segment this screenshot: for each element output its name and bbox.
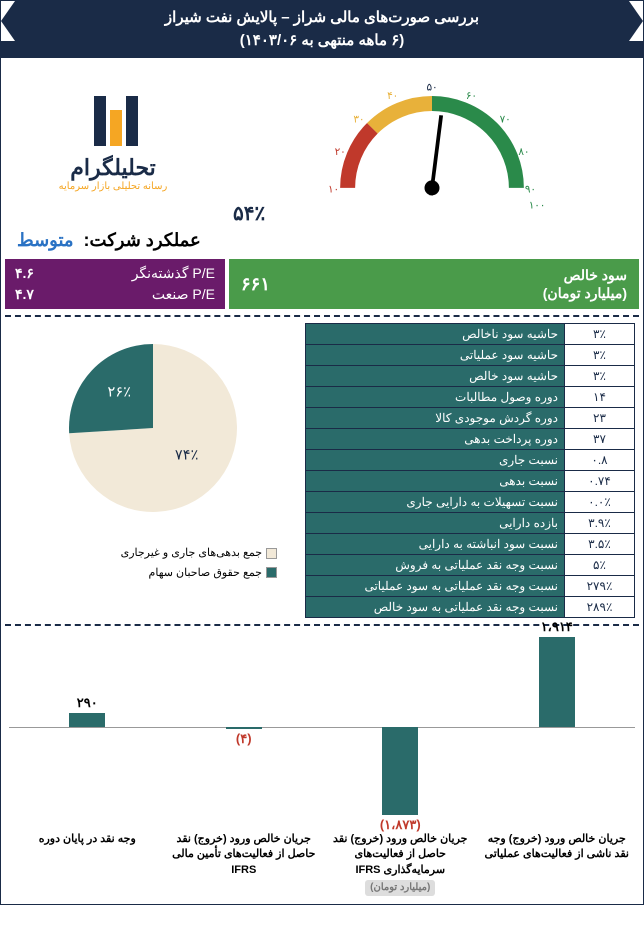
ratio-value: ۵٪ <box>565 555 635 576</box>
ratio-name: حاشیه سود خالص <box>306 366 565 387</box>
kpi-row: سود خالص (میلیارد تومان) ۶۶۱ P/E گذشته‌ن… <box>1 259 643 309</box>
svg-text:۹۰: ۹۰ <box>525 185 536 196</box>
kpi-np-label-1: سود خالص <box>543 266 627 284</box>
cashflow-labels: جریان خالص ورود (خروج) وجه نقد ناشی از ف… <box>9 832 635 896</box>
ratio-name: نسبت وجه نقد عملیاتی به سود خالص <box>306 597 565 618</box>
ratio-name: دوره گردش موجودی کالا <box>306 408 565 429</box>
ratio-value: ۲۸۹٪ <box>565 597 635 618</box>
cashflow-label: جریان خالص ورود (خروج) وجه نقد ناشی از ف… <box>479 832 636 896</box>
svg-text:۴۰: ۴۰ <box>387 91 398 102</box>
cashflow-value: ۲۹۰ <box>42 695 132 711</box>
cashflow-label: وجه نقد در پایان دوره <box>9 832 166 896</box>
ratio-name: نسبت وجه نقد عملیاتی به فروش <box>306 555 565 576</box>
logo-name: تحلیلگرام <box>13 155 213 181</box>
separator <box>5 315 639 317</box>
pe-ind-value: ۴.۷ <box>15 284 34 305</box>
svg-text:۲۶٪: ۲۶٪ <box>107 384 131 400</box>
ratio-value: ۲۷۹٪ <box>565 576 635 597</box>
cashflow-bar <box>226 727 262 729</box>
svg-text:۱۰: ۱۰ <box>328 185 339 196</box>
cashflow-value: (۱،۸۷۳) <box>355 817 445 833</box>
ratio-value: ۰.۷۴ <box>565 471 635 492</box>
kpi-net-profit: سود خالص (میلیارد تومان) ۶۶۱ <box>229 259 639 309</box>
ratio-value: ۳٪ <box>565 366 635 387</box>
legend-item: جمع حقوق صاحبان سهام <box>29 564 277 584</box>
ratio-value: ۲۳ <box>565 408 635 429</box>
ratio-name: حاشیه سود عملیاتی <box>306 345 565 366</box>
pie-panel: ۷۴٪ ۲۶٪ جمع بدهی‌های جاری و غیرجاریجمع حق… <box>9 323 297 618</box>
cashflow-bar <box>539 637 575 727</box>
ratio-name: نسبت جاری <box>306 450 565 471</box>
logo-subtitle: رسانه تحلیلی بازار سرمایه <box>13 181 213 192</box>
report-page: بررسی صورت‌های مالی شراز – پالایش نفت شی… <box>0 0 644 905</box>
gauge-chart: ۱۰ ۲۰ ۳۰ ۴۰ ۵۰ ۶۰ ۷۰ ۸۰ ۹۰ ۱۰۰ <box>302 66 562 216</box>
legend-item: جمع بدهی‌های جاری و غیرجاری <box>29 544 277 564</box>
svg-text:۵۰: ۵۰ <box>426 82 437 93</box>
svg-text:۳۰: ۳۰ <box>353 114 364 125</box>
ratio-value: ۳٪ <box>565 345 635 366</box>
cashflow-label: جریان خالص ورود (خروج) نقد حاصل از فعالی… <box>166 832 323 896</box>
ratio-value: ۳.۹٪ <box>565 513 635 534</box>
svg-text:۷۰: ۷۰ <box>500 114 511 125</box>
brand-logo: تحلیلگرام رسانه تحلیلی بازار سرمایه <box>13 66 213 192</box>
ratio-value: ۳٪ <box>565 324 635 345</box>
gauge-panel: ۱۰ ۲۰ ۳۰ ۴۰ ۵۰ ۶۰ ۷۰ ۸۰ ۹۰ ۱۰۰ <box>233 66 631 226</box>
kpi-pe: P/E گذشته‌نگر ۴.۶ P/E صنعت ۴.۷ <box>5 259 225 309</box>
cashflow-axis <box>9 727 635 728</box>
pie-chart: ۷۴٪ ۲۶٪ <box>48 323 258 533</box>
pie-legend: جمع بدهی‌های جاری و غیرجاریجمع حقوق صاحب… <box>9 538 297 590</box>
ratio-name: نسبت تسهیلات به دارایی جاری <box>306 492 565 513</box>
svg-text:۲۰: ۲۰ <box>335 147 346 158</box>
ratio-value: ۱۴ <box>565 387 635 408</box>
svg-text:۱۰۰: ۱۰۰ <box>529 201 546 212</box>
report-header: بررسی صورت‌های مالی شراز – پالایش نفت شی… <box>1 1 643 58</box>
ratios-table: ۳٪ حاشیه سود ناخالص۳٪ حاشیه سود عملیاتی۳… <box>305 323 635 618</box>
ratio-value: ۰.۸ <box>565 450 635 471</box>
cashflow-bar <box>382 727 418 815</box>
performance-row: عملکرد شرکت: متوسط <box>1 226 643 259</box>
performance-label: عملکرد شرکت: <box>84 230 201 251</box>
pe-ttm-label: P/E گذشته‌نگر <box>132 263 215 284</box>
kpi-np-label-2: (میلیارد تومان) <box>543 284 627 302</box>
svg-text:۷۴٪: ۷۴٪ <box>175 448 199 464</box>
header-line-2: (۶ ماهه منتهی به ۱۴۰۳/۰۶) <box>1 30 643 53</box>
cashflow-label: جریان خالص ورود (خروج) نقد حاصل از فعالی… <box>322 832 479 896</box>
ratio-value: ۰.۰٪ <box>565 492 635 513</box>
performance-value: متوسط <box>17 230 74 251</box>
cashflow-panel: ۱،۹۱۴(۱،۸۷۳)(۴)۲۹۰ جریان خالص ورود (خروج… <box>1 632 643 896</box>
ratio-value: ۳۷ <box>565 429 635 450</box>
ratio-name: نسبت وجه نقد عملیاتی به سود عملیاتی <box>306 576 565 597</box>
ratio-name: بازده دارایی <box>306 513 565 534</box>
ratio-name: دوره وصول مطالبات <box>306 387 565 408</box>
logo-icon <box>88 96 138 146</box>
ratio-name: دوره پرداخت بدهی <box>306 429 565 450</box>
kpi-np-value: ۶۶۱ <box>241 274 270 295</box>
pe-ttm-value: ۴.۶ <box>15 263 34 284</box>
ratio-name: نسبت بدهی <box>306 471 565 492</box>
ratio-name: نسبت سود انباشته به دارایی <box>306 534 565 555</box>
cashflow-value: ۱،۹۱۴ <box>512 619 602 635</box>
cashflow-chart: ۱،۹۱۴(۱،۸۷۳)(۴)۲۹۰ <box>9 632 635 832</box>
pe-ind-label: P/E صنعت <box>152 284 215 305</box>
cashflow-value: (۴) <box>199 731 289 747</box>
ratio-value: ۳.۵٪ <box>565 534 635 555</box>
ratio-name: حاشیه سود ناخالص <box>306 324 565 345</box>
cashflow-bar <box>69 713 105 727</box>
header-line-1: بررسی صورت‌های مالی شراز – پالایش نفت شی… <box>1 7 643 30</box>
svg-text:۸۰: ۸۰ <box>518 147 529 158</box>
svg-text:۶۰: ۶۰ <box>466 91 477 102</box>
